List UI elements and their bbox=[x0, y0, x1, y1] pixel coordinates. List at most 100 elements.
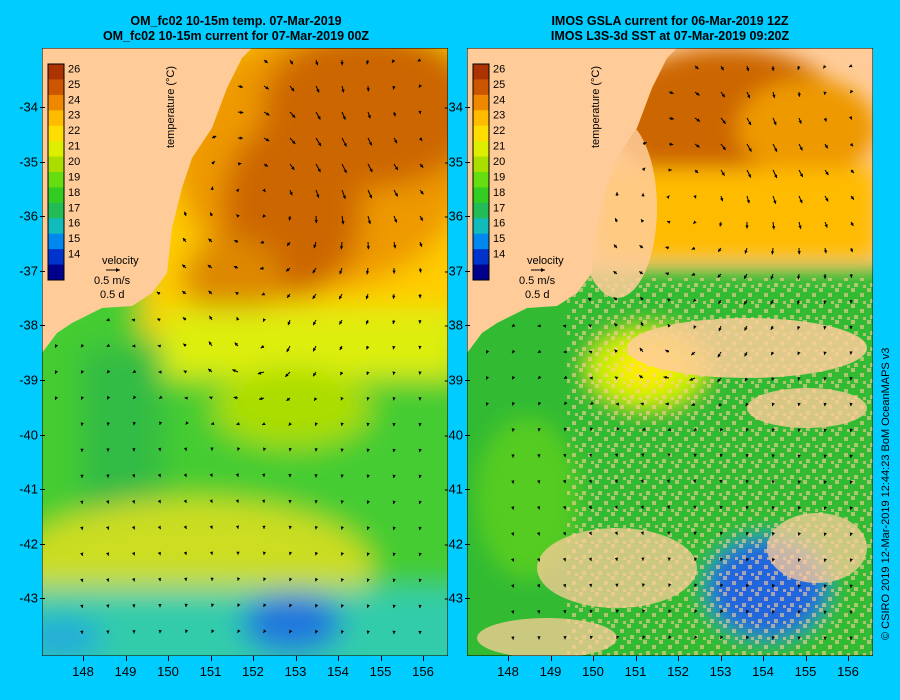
velocity-arrowhead bbox=[418, 269, 422, 273]
longitude-tick bbox=[380, 656, 382, 661]
velocity-arrowhead bbox=[239, 84, 243, 89]
velocity-arrowhead bbox=[366, 500, 370, 504]
velocity-arrowhead bbox=[745, 454, 749, 458]
velocity-arrowhead bbox=[106, 578, 110, 582]
velocity-arrowhead bbox=[642, 609, 646, 613]
velocity-arrowhead bbox=[613, 297, 618, 301]
velocity-arrowhead bbox=[562, 557, 566, 562]
velocity-arrowhead bbox=[849, 402, 853, 407]
left-velocity-label: velocity bbox=[102, 255, 139, 267]
velocity-arrowhead bbox=[614, 505, 618, 509]
velocity-arrowhead bbox=[393, 244, 397, 249]
velocity-arrowhead bbox=[823, 118, 827, 122]
velocity-arrowhead bbox=[850, 169, 854, 173]
velocity-arrowhead bbox=[392, 112, 397, 117]
velocity-arrowhead bbox=[849, 506, 853, 510]
velocity-arrowhead bbox=[420, 190, 424, 195]
velocity-arrowhead bbox=[721, 93, 725, 98]
latitude-tick-label: -35 bbox=[19, 154, 38, 170]
velocity-arrowhead bbox=[747, 174, 751, 178]
velocity-arrowhead bbox=[183, 525, 187, 529]
velocity-arrowhead bbox=[314, 474, 318, 478]
velocity-arrowhead bbox=[182, 264, 186, 268]
velocity-arrowhead bbox=[106, 630, 110, 634]
velocity-arrowhead bbox=[642, 427, 646, 431]
credit-text: © CSIRO 2019 12-Mar-2019 12:44:23 BoM Oc… bbox=[880, 347, 892, 640]
latitude-tick-label: -41 bbox=[19, 481, 38, 497]
velocity-arrowhead bbox=[157, 577, 162, 582]
velocity-arrowhead bbox=[797, 376, 801, 381]
velocity-arrowhead bbox=[823, 326, 827, 330]
velocity-arrowhead bbox=[366, 630, 370, 634]
velocity-arrowhead bbox=[235, 292, 239, 296]
velocity-arrowhead bbox=[392, 578, 396, 582]
velocity-arrowhead bbox=[238, 162, 242, 166]
velocity-arrowhead bbox=[745, 67, 750, 72]
colorbar-tick-label: 16 bbox=[493, 218, 505, 230]
velocity-arrowhead bbox=[511, 323, 516, 327]
velocity-arrowhead bbox=[850, 196, 854, 200]
velocity-arrowhead bbox=[315, 61, 319, 66]
velocity-arrowhead bbox=[340, 604, 345, 608]
velocity-arrowhead bbox=[340, 552, 345, 556]
velocity-arrowhead bbox=[340, 396, 344, 401]
velocity-arrowhead bbox=[825, 171, 829, 176]
velocity-arrowhead bbox=[772, 94, 776, 99]
velocity-arrowhead bbox=[366, 578, 370, 582]
velocity-arrowhead bbox=[823, 300, 827, 305]
velocity-arrowhead bbox=[537, 610, 541, 614]
longitude-tick bbox=[210, 656, 212, 661]
velocity-arrowhead bbox=[640, 322, 644, 326]
velocity-arrowhead bbox=[418, 422, 422, 427]
longitude-tick-label: 155 bbox=[794, 664, 817, 679]
colorbar-tick-label: 17 bbox=[493, 202, 505, 214]
latitude-tick-label: -34 bbox=[19, 99, 38, 115]
left-title-line2: OM_fc02 10-15m current for 07-Mar-2019 0… bbox=[102, 29, 370, 43]
velocity-arrowhead bbox=[212, 135, 217, 139]
velocity-arrowhead bbox=[209, 315, 213, 320]
velocity-arrowhead bbox=[54, 370, 58, 374]
velocity-arrowhead bbox=[538, 401, 542, 406]
velocity-arrowhead bbox=[54, 396, 58, 400]
velocity-arrowhead bbox=[106, 500, 110, 504]
velocity-arrowhead bbox=[314, 448, 318, 452]
velocity-arrowhead bbox=[259, 266, 264, 270]
velocity-arrowhead bbox=[640, 297, 644, 301]
velocity-arrowhead bbox=[589, 427, 594, 431]
velocity-arrowhead bbox=[287, 242, 291, 246]
velocity-arrowhead bbox=[486, 349, 490, 354]
velocity-arrowhead bbox=[287, 321, 291, 326]
velocity-arrowhead bbox=[796, 301, 801, 305]
latitude-tick bbox=[465, 270, 470, 272]
velocity-arrowhead bbox=[286, 348, 290, 352]
velocity-arrowhead bbox=[849, 532, 853, 536]
longitude-tick bbox=[763, 656, 764, 661]
velocity-arrowhead bbox=[286, 397, 290, 401]
velocity-arrowhead bbox=[132, 369, 137, 373]
velocity-arrowhead bbox=[316, 88, 320, 93]
velocity-arrowhead bbox=[747, 94, 751, 99]
velocity-arrowhead bbox=[745, 505, 749, 510]
velocity-arrowhead bbox=[797, 506, 801, 510]
velocity-arrowhead bbox=[744, 352, 748, 357]
velocity-arrowhead bbox=[184, 396, 188, 400]
latitude-tick-label: -34 bbox=[444, 99, 463, 115]
velocity-arrowhead bbox=[588, 350, 593, 354]
velocity-arrowhead bbox=[718, 402, 723, 407]
velocity-arrowhead bbox=[797, 636, 801, 640]
velocity-arrowhead bbox=[797, 558, 802, 562]
velocity-arrowhead bbox=[691, 402, 695, 406]
velocity-arrowhead bbox=[670, 116, 674, 121]
right-velocity-time: 0.5 d bbox=[525, 289, 549, 301]
velocity-arrowhead bbox=[694, 635, 698, 639]
velocity-arrowhead bbox=[641, 583, 646, 587]
velocity-arrowhead bbox=[261, 292, 266, 296]
velocity-arrowhead bbox=[289, 603, 293, 608]
velocity-arrowhead bbox=[642, 635, 646, 639]
velocity-arrowhead bbox=[722, 146, 726, 150]
longitude-tick-label: 149 bbox=[114, 664, 137, 679]
velocity-arrowhead bbox=[105, 552, 110, 556]
velocity-arrowhead bbox=[849, 300, 853, 304]
right-title-line1: IMOS GSLA current for 06-Mar-2019 12Z bbox=[551, 14, 789, 28]
velocity-arrowhead bbox=[209, 396, 213, 400]
